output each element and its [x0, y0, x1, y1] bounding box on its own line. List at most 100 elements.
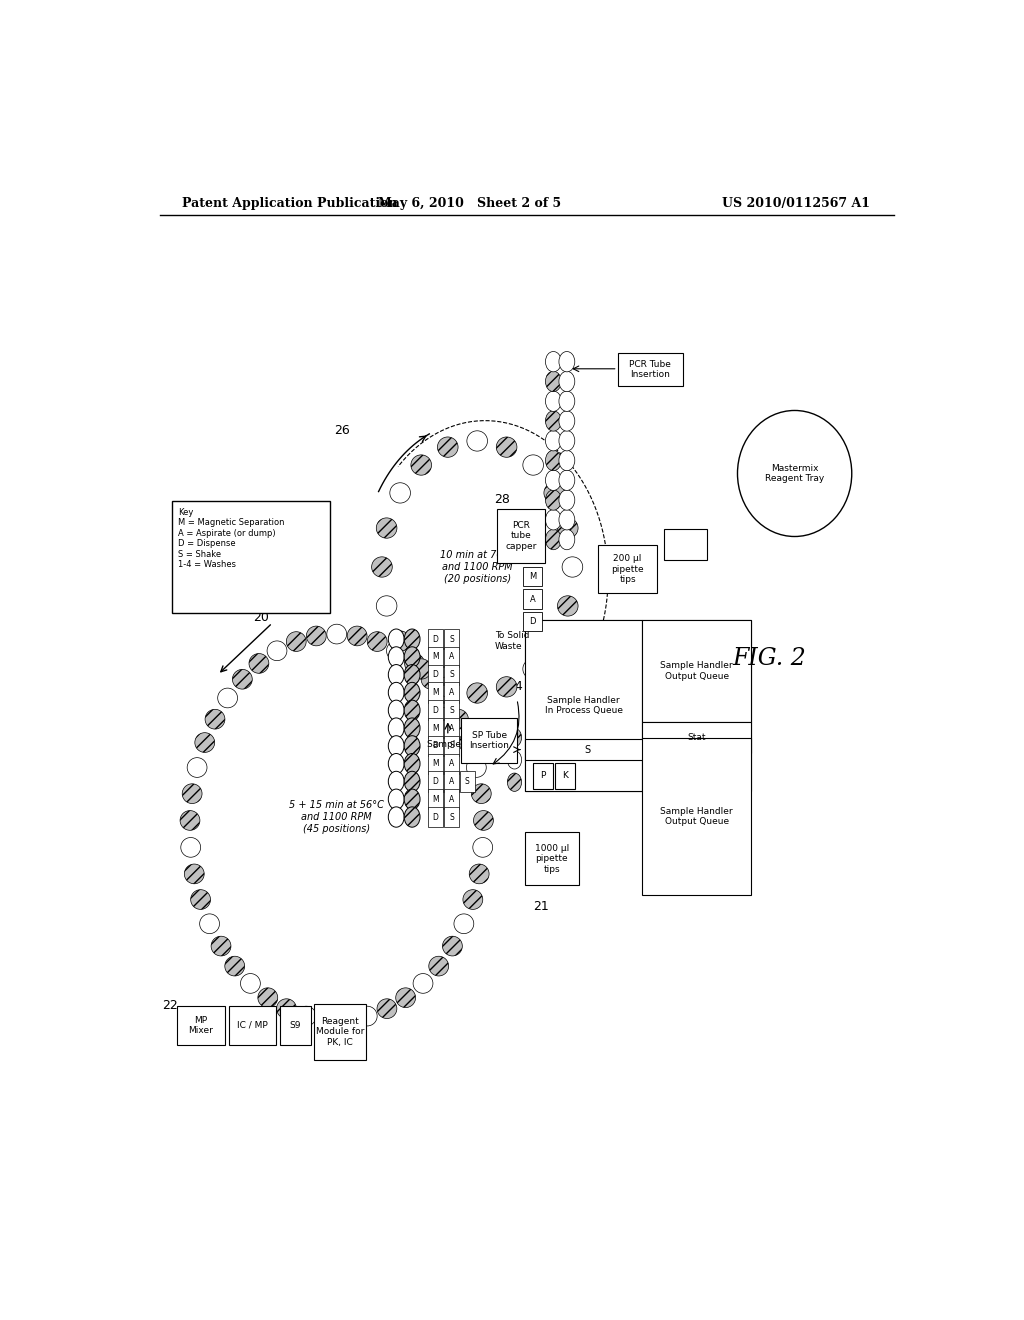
- Circle shape: [388, 700, 404, 721]
- Text: Key
M = Magnetic Separation
A = Aspirate (or dump)
D = Dispense
S = Shake
1-4 = : Key M = Magnetic Separation A = Aspirate…: [178, 508, 285, 569]
- Text: A: A: [449, 652, 454, 661]
- Circle shape: [546, 529, 561, 549]
- Bar: [228, 1006, 276, 1044]
- Ellipse shape: [442, 936, 462, 956]
- Bar: [617, 352, 683, 385]
- Text: S: S: [465, 777, 470, 785]
- Ellipse shape: [429, 956, 449, 975]
- Text: S: S: [449, 742, 454, 750]
- Ellipse shape: [232, 669, 252, 689]
- Text: PCR Tube
Insertion: PCR Tube Insertion: [630, 359, 671, 379]
- Text: A: A: [449, 723, 454, 733]
- Ellipse shape: [463, 890, 482, 909]
- Bar: [443, 647, 459, 667]
- Text: M: M: [432, 652, 439, 661]
- Ellipse shape: [225, 956, 245, 975]
- Bar: [428, 735, 443, 756]
- Ellipse shape: [327, 624, 347, 644]
- Text: A: A: [529, 594, 536, 603]
- Circle shape: [546, 351, 561, 372]
- Bar: [443, 807, 459, 828]
- Ellipse shape: [473, 810, 494, 830]
- Bar: [428, 807, 443, 828]
- Ellipse shape: [357, 1006, 377, 1026]
- Ellipse shape: [562, 557, 583, 577]
- Ellipse shape: [395, 987, 416, 1007]
- Circle shape: [507, 774, 521, 792]
- Text: 5 + 15 min at 56°C
and 1100 RPM
(45 positions): 5 + 15 min at 56°C and 1100 RPM (45 posi…: [289, 800, 384, 834]
- Circle shape: [559, 391, 574, 412]
- Ellipse shape: [437, 677, 458, 697]
- Text: Stat: Stat: [687, 733, 706, 742]
- Circle shape: [404, 630, 420, 649]
- Bar: [524, 620, 751, 791]
- Bar: [555, 763, 574, 788]
- Text: 21: 21: [532, 900, 549, 913]
- Ellipse shape: [411, 659, 431, 678]
- Bar: [524, 620, 642, 791]
- Ellipse shape: [181, 837, 201, 857]
- Bar: [443, 682, 459, 702]
- Ellipse shape: [390, 483, 411, 503]
- Ellipse shape: [473, 837, 493, 857]
- Circle shape: [559, 430, 574, 451]
- Ellipse shape: [411, 455, 431, 475]
- Text: Sample Handler
In Process Queue: Sample Handler In Process Queue: [545, 696, 623, 715]
- Bar: [443, 735, 459, 756]
- Bar: [443, 789, 459, 809]
- Text: M: M: [432, 688, 439, 697]
- Circle shape: [388, 735, 404, 756]
- Text: S: S: [449, 706, 454, 715]
- Ellipse shape: [218, 688, 238, 708]
- Text: 24: 24: [508, 680, 523, 693]
- Ellipse shape: [241, 974, 260, 993]
- Ellipse shape: [296, 1006, 316, 1026]
- Bar: [172, 500, 331, 612]
- Bar: [460, 771, 475, 792]
- Text: Sample Handler
Output Queue: Sample Handler Output Queue: [660, 661, 733, 681]
- Ellipse shape: [276, 999, 296, 1019]
- Ellipse shape: [287, 632, 306, 651]
- Ellipse shape: [200, 913, 219, 933]
- Text: M: M: [432, 759, 439, 768]
- Text: Sample Tube: Sample Tube: [427, 739, 484, 748]
- Text: 200 μl
pipette
tips: 200 μl pipette tips: [611, 554, 644, 583]
- Bar: [524, 833, 579, 886]
- Bar: [532, 763, 553, 788]
- Text: M: M: [432, 723, 439, 733]
- Bar: [314, 1005, 367, 1060]
- Text: D: D: [432, 813, 438, 821]
- Ellipse shape: [368, 632, 387, 651]
- Text: A: A: [449, 759, 454, 768]
- Circle shape: [546, 510, 561, 529]
- Ellipse shape: [466, 758, 486, 777]
- Circle shape: [559, 470, 574, 491]
- Text: IC / MP: IC / MP: [238, 1020, 268, 1030]
- Ellipse shape: [467, 682, 487, 704]
- Ellipse shape: [467, 430, 487, 451]
- Ellipse shape: [386, 642, 407, 660]
- Circle shape: [404, 664, 420, 685]
- Ellipse shape: [187, 758, 207, 777]
- Text: S: S: [584, 744, 590, 755]
- Ellipse shape: [454, 913, 474, 933]
- Text: PCR
tube
capper: PCR tube capper: [505, 521, 537, 550]
- Bar: [443, 754, 459, 774]
- Ellipse shape: [249, 653, 269, 673]
- Circle shape: [546, 450, 561, 471]
- Circle shape: [388, 789, 404, 809]
- Ellipse shape: [413, 974, 433, 993]
- Bar: [428, 647, 443, 667]
- Bar: [428, 754, 443, 774]
- Circle shape: [404, 807, 420, 828]
- Bar: [524, 739, 649, 760]
- Circle shape: [546, 470, 561, 491]
- Bar: [497, 510, 545, 562]
- Text: 20: 20: [253, 611, 269, 624]
- Ellipse shape: [436, 688, 456, 708]
- Text: S9: S9: [290, 1020, 301, 1030]
- Ellipse shape: [557, 595, 579, 616]
- Circle shape: [559, 450, 574, 471]
- Text: 28: 28: [494, 492, 510, 506]
- Ellipse shape: [437, 437, 458, 457]
